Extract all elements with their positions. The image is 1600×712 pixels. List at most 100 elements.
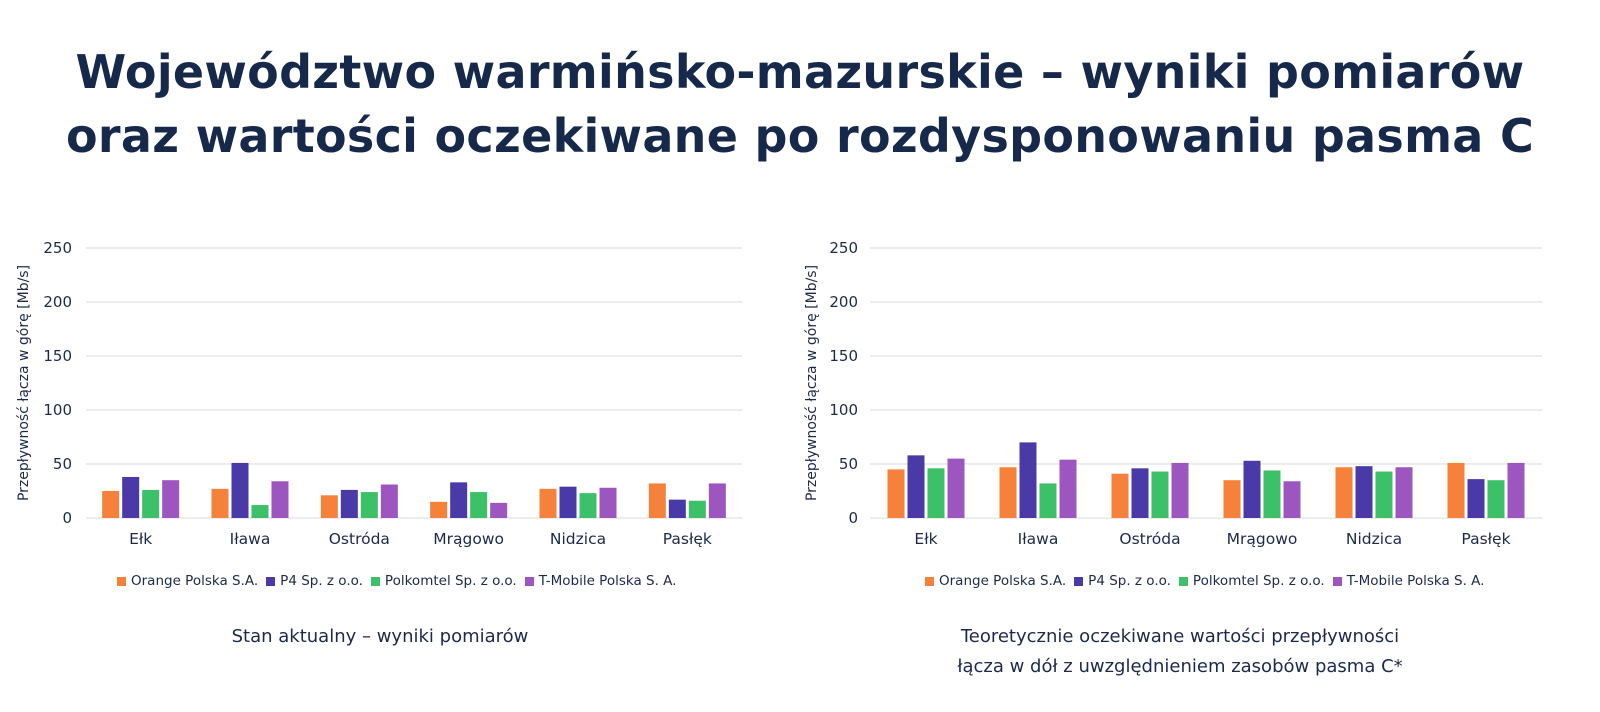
- chart-current-measurements: 0 50 100 150 200 250 Przepływność łącza w górę…: [16, 239, 742, 548]
- x-tick-label-mragowo: Mrągowo: [433, 530, 504, 548]
- y-tick-label: 50: [53, 455, 72, 473]
- bar-t-mobile-polska-s-a-nidzica: [1395, 467, 1413, 518]
- legend-item-polkomtel-sp-z-o-o: Polkomtel Sp. z o.o.: [370, 573, 517, 589]
- y-tick-label: 50: [839, 455, 858, 473]
- bar-orange-polska-s-a-elk: [887, 469, 905, 518]
- bar-orange-polska-s-a-elk: [102, 491, 120, 518]
- bar-orange-polska-s-a-ilawa: [999, 467, 1017, 518]
- bar-p4-sp-z-o-o-ilawa: [231, 462, 249, 518]
- bar-p4-sp-z-o-o-elk: [907, 455, 925, 518]
- bar-t-mobile-polska-s-a-mragowo: [490, 502, 508, 518]
- x-tick-label-ilawa: Iława: [230, 530, 271, 548]
- y-tick-label: 200: [829, 293, 858, 311]
- bar-polkomtel-sp-z-o-o-mragowo: [470, 492, 488, 518]
- bar-p4-sp-z-o-o-paslek: [668, 499, 686, 518]
- caption-expected-line-2: łącza w dół z uwzględnieniem zasobów pas…: [957, 656, 1403, 677]
- bar-t-mobile-polska-s-a-nidzica: [599, 487, 617, 518]
- bar-polkomtel-sp-z-o-o-mragowo: [1263, 470, 1281, 518]
- y-tick-label: 0: [848, 509, 858, 527]
- bar-polkomtel-sp-z-o-o-ilawa: [1039, 483, 1057, 518]
- bar-orange-polska-s-a-paslek: [1447, 462, 1465, 518]
- bar-polkomtel-sp-z-o-o-ilawa: [251, 505, 269, 518]
- legend-swatch: [266, 576, 276, 586]
- legend-item-p4-sp-z-o-o: P4 Sp. z o.o.: [266, 573, 363, 589]
- bar-t-mobile-polska-s-a-ostroda: [380, 484, 398, 518]
- bar-polkomtel-sp-z-o-o-elk: [142, 489, 160, 518]
- bar-orange-polska-s-a-paslek: [648, 483, 666, 518]
- legend-swatch: [117, 576, 126, 586]
- bar-t-mobile-polska-s-a-ilawa: [1059, 459, 1077, 518]
- legend-expected: Orange Polska S.A. P4 Sp. z o.o. Polkomtel…: [925, 573, 1492, 589]
- bar-p4-sp-z-o-o-paslek: [1467, 479, 1485, 518]
- x-tick-label-mragowo: Mrągowo: [1227, 530, 1298, 548]
- legend-label: T-Mobile Polska S. A.: [538, 573, 677, 589]
- x-tick-label-elk: Ełk: [129, 530, 152, 548]
- legend-item-orange-polska-s-a: Orange Polska S.A.: [925, 573, 1066, 589]
- y-axis-label: Przepływność łącza w górę [Mb/s]: [16, 265, 32, 501]
- bar-orange-polska-s-a-ostroda: [1111, 473, 1129, 518]
- legend-label: P4 Sp. z o.o.: [1088, 573, 1171, 589]
- legend-swatch: [1178, 576, 1188, 586]
- x-tick-label-ostroda: Ostróda: [1119, 530, 1180, 548]
- y-tick-label: 250: [43, 239, 72, 257]
- y-tick-label: 150: [829, 347, 858, 365]
- bar-t-mobile-polska-s-a-mragowo: [1283, 481, 1301, 518]
- page-title-line-2: oraz wartości oczekiwane po rozdysponowa…: [65, 109, 1535, 163]
- legend-swatch: [524, 576, 534, 586]
- legend-swatch: [1332, 576, 1342, 586]
- legend-swatch: [1074, 576, 1084, 586]
- bar-polkomtel-sp-z-o-o-paslek: [1487, 480, 1505, 518]
- y-tick-label: 150: [43, 347, 72, 365]
- bar-p4-sp-z-o-o-ostroda: [340, 489, 358, 518]
- legend-item-t-mobile-polska-s-a: T-Mobile Polska S. A.: [524, 573, 677, 589]
- bar-t-mobile-polska-s-a-elk: [947, 458, 965, 518]
- bar-polkomtel-sp-z-o-o-ostroda: [1151, 471, 1169, 518]
- caption-expected-line-1: Teoretycznie oczekiwane wartości przepły…: [960, 626, 1400, 647]
- bar-t-mobile-polska-s-a-ilawa: [271, 481, 289, 518]
- bar-orange-polska-s-a-ilawa: [211, 488, 229, 518]
- bar-polkomtel-sp-z-o-o-ostroda: [360, 492, 378, 518]
- legend-label: Polkomtel Sp. z o.o.: [384, 573, 517, 589]
- x-tick-label-elk: Ełk: [914, 530, 937, 548]
- bar-p4-sp-z-o-o-ilawa: [1019, 442, 1037, 518]
- legend-label: Polkomtel Sp. z o.o.: [1192, 573, 1325, 589]
- legend-swatch: [370, 576, 380, 586]
- legend-current: Orange Polska S.A. P4 Sp. z o.o. Polkomtel…: [117, 573, 684, 589]
- bar-p4-sp-z-o-o-mragowo: [1243, 460, 1261, 518]
- bar-polkomtel-sp-z-o-o-paslek: [688, 500, 706, 518]
- y-axis-label: Przepływność łącza w górę [Mb/s]: [804, 265, 820, 501]
- bar-orange-polska-s-a-nidzica: [539, 488, 557, 518]
- x-tick-label-nidzica: Nidzica: [1346, 530, 1402, 548]
- legend-label: P4 Sp. z o.o.: [280, 573, 363, 589]
- x-tick-label-paslek: Pasłęk: [1461, 530, 1510, 548]
- x-tick-label-nidzica: Nidzica: [550, 530, 606, 548]
- bar-orange-polska-s-a-mragowo: [1223, 480, 1241, 518]
- bar-t-mobile-polska-s-a-ostroda: [1171, 462, 1189, 518]
- x-tick-label-ilawa: Iława: [1018, 530, 1059, 548]
- legend-item-p4-sp-z-o-o: P4 Sp. z o.o.: [1074, 573, 1171, 589]
- x-tick-label-paslek: Pasłęk: [663, 530, 712, 548]
- page-title: Województwo warmińsko-mazurskie – wyniki…: [0, 40, 1600, 168]
- y-tick-label: 0: [62, 509, 72, 527]
- bar-orange-polska-s-a-ostroda: [320, 495, 338, 518]
- caption-current-line-1: Stan aktualny – wyniki pomiarów: [231, 626, 529, 647]
- bar-t-mobile-polska-s-a-paslek: [708, 483, 726, 518]
- legend-item-polkomtel-sp-z-o-o: Polkomtel Sp. z o.o.: [1178, 573, 1325, 589]
- caption-current: Stan aktualny – wyniki pomiarów: [100, 622, 660, 652]
- chart-expected-values: 0 50 100 150 200 250 Przepływność łącza w górę…: [804, 239, 1542, 548]
- legend-item-orange-polska-s-a: Orange Polska S.A.: [117, 573, 258, 589]
- bar-p4-sp-z-o-o-mragowo: [450, 482, 468, 518]
- bar-polkomtel-sp-z-o-o-nidzica: [1375, 471, 1393, 518]
- bar-polkomtel-sp-z-o-o-elk: [927, 468, 945, 518]
- y-tick-label: 200: [43, 293, 72, 311]
- bar-orange-polska-s-a-mragowo: [430, 501, 448, 518]
- bar-polkomtel-sp-z-o-o-nidzica: [579, 493, 597, 518]
- bar-p4-sp-z-o-o-nidzica: [1355, 466, 1373, 518]
- legend-label: Orange Polska S.A.: [939, 573, 1067, 589]
- bar-p4-sp-z-o-o-ostroda: [1131, 468, 1149, 518]
- y-tick-label: 250: [829, 239, 858, 257]
- bar-orange-polska-s-a-nidzica: [1335, 467, 1353, 518]
- caption-expected: Teoretycznie oczekiwane wartości przepły…: [880, 622, 1480, 682]
- x-tick-label-ostroda: Ostróda: [329, 530, 390, 548]
- bar-t-mobile-polska-s-a-elk: [162, 480, 180, 518]
